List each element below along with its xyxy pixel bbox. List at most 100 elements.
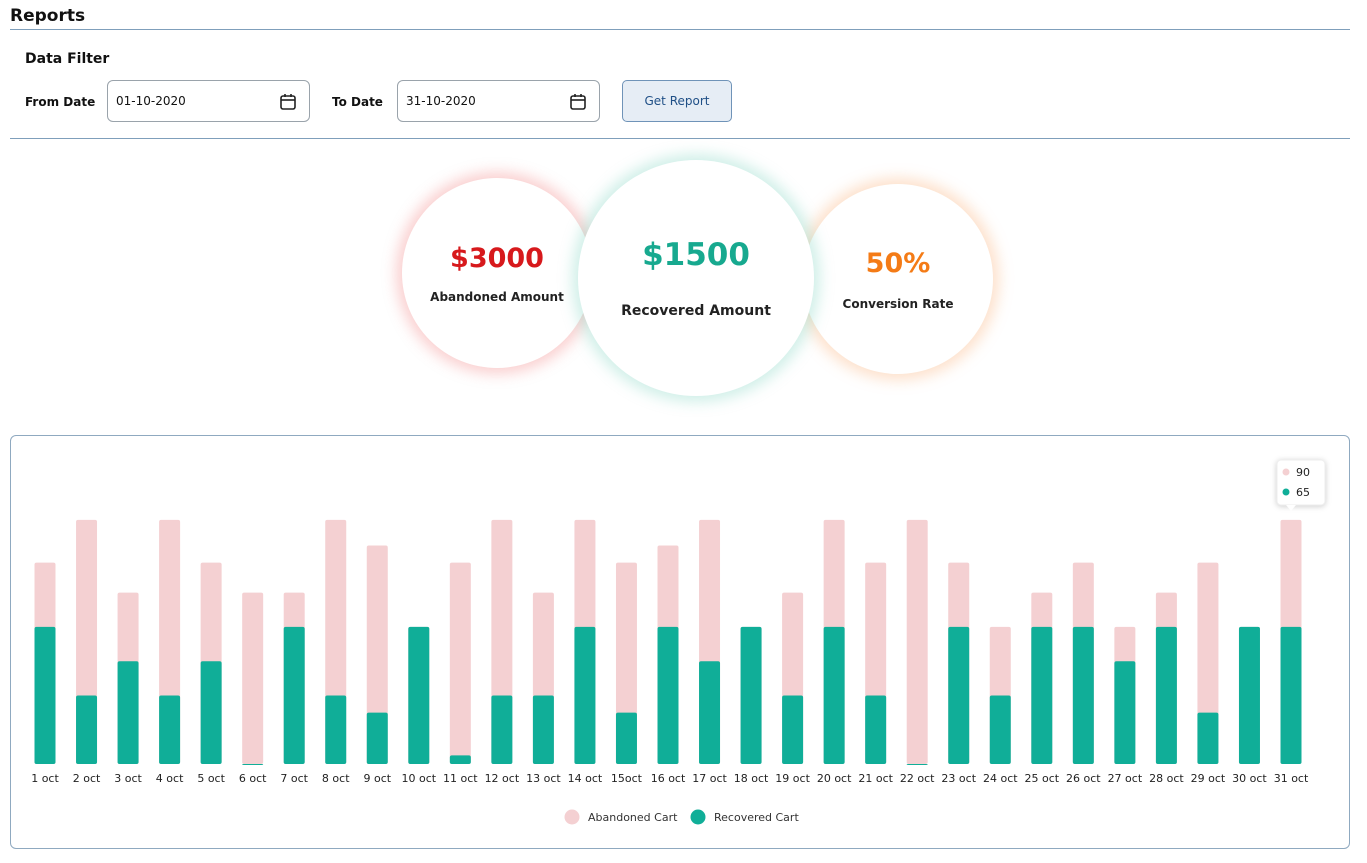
x-tick-label: 16 oct — [651, 772, 686, 785]
bar — [366, 712, 388, 764]
x-tick-label: 14 oct — [568, 772, 603, 785]
x-tick-label: 7 oct — [280, 772, 308, 785]
get-report-button[interactable]: Get Report — [622, 80, 732, 122]
x-tick-label: 15oct — [611, 772, 643, 785]
bar — [532, 695, 554, 764]
bar — [408, 626, 430, 764]
bar — [1155, 626, 1177, 764]
to-date-value: 31-10-2020 — [406, 94, 476, 108]
bar — [865, 695, 887, 764]
x-tick-label: 18 oct — [734, 772, 769, 785]
x-tick-label: 29 oct — [1191, 772, 1226, 785]
bar — [325, 695, 347, 764]
bar — [615, 712, 637, 764]
x-tick-label: 2 oct — [73, 772, 101, 785]
bar — [200, 661, 222, 764]
x-tick-label: 21 oct — [858, 772, 893, 785]
bar — [574, 626, 596, 764]
x-tick-label: 20 oct — [817, 772, 852, 785]
bar — [449, 755, 471, 764]
x-tick-label: 13 oct — [526, 772, 561, 785]
x-tick-label: 28 oct — [1149, 772, 1184, 785]
stat-value: 50% — [865, 247, 931, 279]
bar — [76, 695, 98, 764]
bar — [117, 661, 139, 764]
tooltip-swatch — [1282, 488, 1290, 496]
tooltip-value: 90 — [1296, 466, 1310, 479]
stat-value: $1500 — [642, 237, 750, 273]
x-tick-label: 22 oct — [900, 772, 935, 785]
divider — [10, 29, 1350, 30]
bar — [1197, 712, 1219, 764]
bar — [1072, 626, 1094, 764]
bar — [782, 695, 804, 764]
legend-label: Abandoned Cart — [588, 811, 678, 824]
bar — [657, 626, 679, 764]
x-tick-label: 30 oct — [1232, 772, 1267, 785]
stat-label: Conversion Rate — [842, 296, 954, 311]
bar — [283, 626, 305, 764]
x-tick-label: 11 oct — [443, 772, 478, 785]
from-date-input[interactable]: 01-10-2020 — [107, 80, 310, 122]
bar — [242, 764, 264, 765]
stat-value: $3000 — [450, 242, 544, 274]
bar — [740, 626, 762, 764]
legend-swatch — [564, 809, 580, 825]
bar — [1031, 626, 1053, 764]
x-tick-label: 27 oct — [1108, 772, 1143, 785]
page-title: Reports — [10, 6, 86, 26]
stat-label: Recovered Amount — [621, 303, 771, 319]
bar — [1238, 626, 1260, 764]
stat-circle: $1500 Recovered Amount — [578, 160, 814, 396]
calendar-icon[interactable] — [279, 93, 297, 111]
x-tick-label: 1 oct — [31, 772, 59, 785]
x-tick-label: 25 oct — [1025, 772, 1060, 785]
bar — [159, 695, 181, 764]
calendar-icon[interactable] — [569, 93, 587, 111]
x-tick-label: 9 oct — [363, 772, 391, 785]
x-tick-label: 24 oct — [983, 772, 1018, 785]
bar — [491, 695, 513, 764]
x-tick-label: 31 oct — [1274, 772, 1309, 785]
tooltip-pointer — [1286, 505, 1296, 511]
bar — [34, 626, 56, 764]
bar — [906, 764, 928, 765]
x-tick-label: 4 oct — [156, 772, 184, 785]
bar — [1280, 626, 1302, 764]
tooltip: 90 65 — [1276, 459, 1326, 511]
to-label: To Date — [332, 95, 383, 109]
x-tick-label: 10 oct — [402, 772, 437, 785]
x-tick-label: 3 oct — [114, 772, 142, 785]
x-tick-label: 26 oct — [1066, 772, 1101, 785]
bar — [989, 695, 1011, 764]
bar — [366, 545, 388, 764]
x-tick-label: 5 oct — [197, 772, 225, 785]
bar — [948, 626, 970, 764]
legend-swatch — [690, 809, 706, 825]
to-date-input[interactable]: 31-10-2020 — [397, 80, 600, 122]
x-tick-label: 19 oct — [775, 772, 810, 785]
x-tick-label: 23 oct — [941, 772, 976, 785]
stat-circle: 50% Conversion Rate — [803, 184, 993, 374]
x-tick-label: 8 oct — [322, 772, 350, 785]
from-label: From Date — [25, 95, 96, 109]
x-tick-label: 12 oct — [485, 772, 520, 785]
divider — [10, 138, 1350, 139]
x-tick-label: 6 oct — [239, 772, 267, 785]
bar — [906, 519, 928, 764]
bar — [1114, 661, 1136, 764]
bar — [449, 562, 471, 764]
bar — [699, 661, 721, 764]
chart-panel — [10, 435, 1350, 849]
legend-label: Recovered Cart — [714, 811, 799, 824]
tooltip-value: 65 — [1296, 486, 1310, 499]
bar — [242, 592, 264, 764]
bar — [823, 626, 845, 764]
stat-circle: $3000 Abandoned Amount — [402, 178, 592, 368]
stat-label: Abandoned Amount — [430, 289, 564, 304]
x-tick-label: 17 oct — [692, 772, 727, 785]
tooltip-swatch — [1282, 468, 1290, 476]
from-date-value: 01-10-2020 — [116, 94, 186, 108]
